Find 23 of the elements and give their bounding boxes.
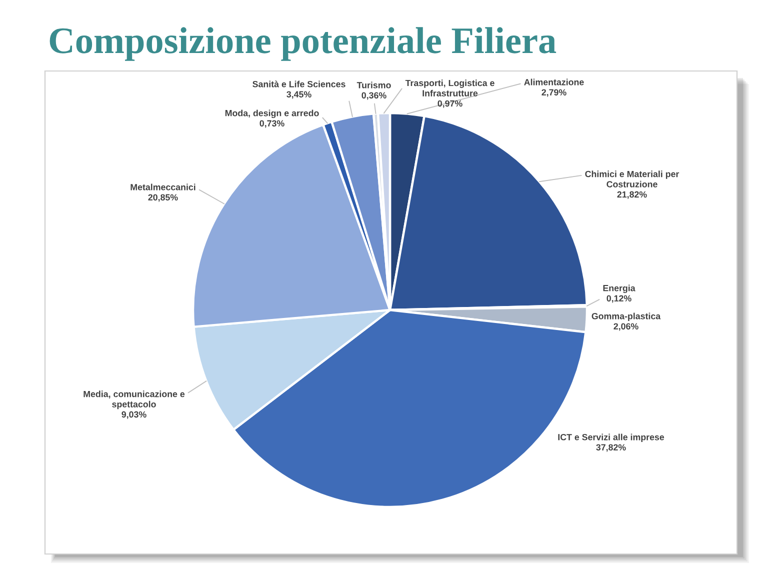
slice-label: Alimentazione [524,78,584,86]
data-label: 0,97% [438,100,462,108]
data-label: 3,45% [286,91,312,99]
slice-label: Energia [603,284,636,294]
slice-label: Gomma-plastica [592,312,661,322]
data-label: 9,03% [122,411,146,419]
slice-label: ICT e Servizi alle imprese [558,434,664,442]
slice-label: Trasporti, Logistica e Infrastrutture [405,80,494,96]
slice-label: Turismo [356,82,391,88]
data-label: 21,82% [617,191,647,199]
slice-label: Chimici e Materiali per Costruzione [585,170,680,188]
data-label: 2,06% [614,323,638,331]
data-label: 0,12% [606,295,632,303]
data-label: 2,79% [542,89,566,97]
chart-title: Composizione potenziale Filiera [50,27,556,61]
slice-label: Sanità e Life Sciences [252,80,346,88]
data-label: 37,82% [596,444,626,452]
slice-label: Moda, design e arredo [225,110,319,118]
data-label: 0,36% [362,92,386,100]
data-label: 0,73% [260,120,284,128]
data-label: 20,85% [148,194,178,202]
slice-label: Metalmeccanici [130,184,196,190]
slice-label: Media, comunicazione e spettacolo [84,390,185,410]
